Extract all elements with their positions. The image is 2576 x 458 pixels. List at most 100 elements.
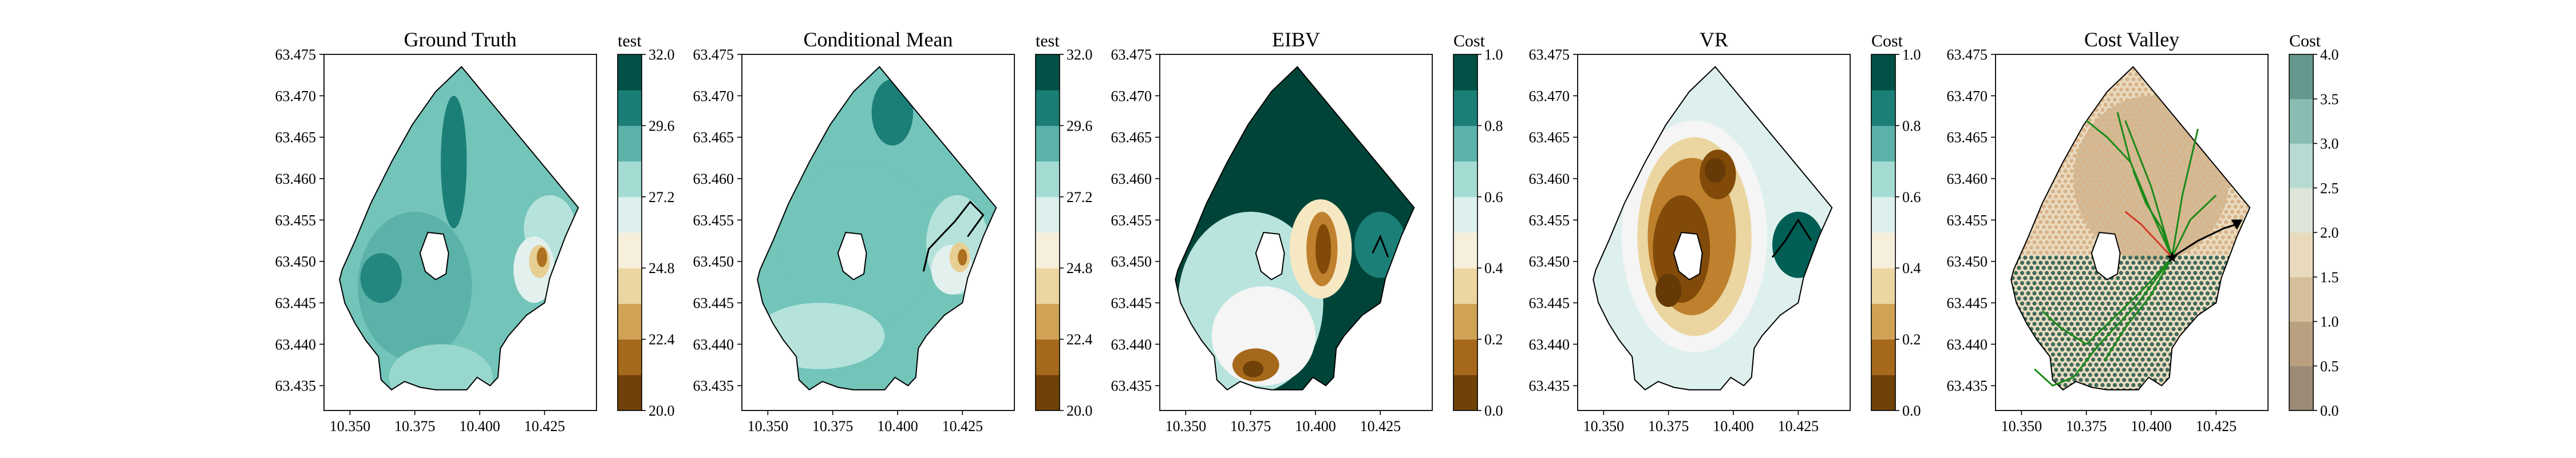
waypoint-dot	[2218, 352, 2222, 357]
waypoint-dot	[2239, 184, 2244, 189]
waypoint-dot	[2134, 286, 2139, 291]
waypoint-dot	[2208, 235, 2213, 240]
waypoint-dot	[2255, 302, 2259, 306]
waypoint-dot	[2180, 87, 2185, 92]
waypoint-dot	[2081, 332, 2086, 337]
waypoint-dot	[2023, 204, 2028, 209]
waypoint-dot	[2045, 108, 2049, 112]
waypoint-dot	[2125, 332, 2129, 337]
waypoint-dot	[2215, 327, 2219, 331]
waypoint-dot	[2011, 92, 2015, 97]
waypoint-dot	[2060, 123, 2065, 128]
waypoint-dot	[2208, 296, 2213, 301]
waypoint-dot	[2057, 342, 2061, 347]
waypoint-dot	[2233, 153, 2238, 158]
waypoint-dot	[2199, 97, 2204, 102]
waypoint-dot	[2187, 118, 2191, 123]
waypoint-dot	[2230, 199, 2235, 204]
waypoint-dot	[2180, 67, 2185, 72]
waypoint-dot	[2230, 77, 2235, 82]
waypoint-dot	[2029, 133, 2034, 138]
waypoint-dot	[2224, 97, 2229, 102]
waypoint-dot	[2249, 118, 2250, 123]
waypoint-dot	[2079, 286, 2083, 291]
waypoint-dot	[2227, 306, 2231, 311]
waypoint-dot	[2085, 133, 2089, 138]
waypoint-dot	[2221, 388, 2225, 390]
waypoint-dot	[2011, 87, 2012, 92]
waypoint-dot	[2168, 301, 2173, 306]
waypoint-dot	[2005, 307, 2009, 311]
waypoint-dot	[2048, 194, 2052, 199]
waypoint-dot	[2270, 378, 2274, 382]
waypoint-dot	[2196, 286, 2200, 291]
x-tick-label: 10.400	[459, 418, 500, 435]
colorbar-tick-label: 0.0	[1484, 402, 1503, 419]
waypoint-dot	[2020, 393, 2024, 397]
waypoint-dot	[2116, 184, 2120, 189]
colorbar-band	[1036, 196, 1060, 233]
waypoint-dot	[2187, 148, 2191, 153]
waypoint-dot	[2085, 378, 2089, 382]
y-tick-label: 63.435	[1111, 378, 1152, 394]
waypoint-dot	[2236, 77, 2241, 82]
waypoint-dot	[2014, 332, 2018, 337]
waypoint-dot	[2125, 342, 2129, 347]
waypoint-dot	[2038, 332, 2043, 337]
waypoint-dot	[2140, 133, 2145, 138]
waypoint-dot	[2255, 179, 2259, 183]
waypoint-dot	[2005, 133, 2009, 137]
waypoint-dot	[2100, 383, 2105, 388]
waypoint-dot	[2208, 184, 2213, 189]
waypoint-dot	[2156, 128, 2160, 133]
waypoint-dot	[2211, 108, 2216, 112]
waypoint-dot	[2215, 72, 2219, 77]
waypoint-dot	[2050, 220, 2055, 224]
waypoint-dot	[2128, 327, 2132, 331]
waypoint-dot	[2218, 342, 2222, 347]
waypoint-dot	[2011, 62, 2015, 66]
waypoint-dot	[2171, 153, 2176, 158]
waypoint-dot	[2150, 240, 2154, 244]
waypoint-dot	[2208, 194, 2213, 199]
waypoint-dot	[2045, 332, 2049, 337]
waypoint-dot	[2140, 62, 2144, 66]
waypoint-dot	[2233, 174, 2238, 179]
waypoint-dot	[2112, 189, 2117, 194]
waypoint-dot	[2045, 199, 2049, 204]
waypoint-dot	[2026, 77, 2030, 82]
waypoint-dot	[2045, 404, 2049, 408]
waypoint-dot	[2128, 266, 2132, 270]
waypoint-dot	[2270, 297, 2274, 301]
waypoint-dot	[2193, 250, 2198, 255]
waypoint-dot	[2085, 388, 2089, 390]
waypoint-dot	[2261, 404, 2265, 408]
waypoint-dot	[2076, 67, 2080, 72]
waypoint-dot	[2072, 82, 2077, 87]
waypoint-dot	[2038, 220, 2043, 224]
waypoint-dot	[2138, 352, 2142, 357]
trajectory-path-9	[2085, 120, 2131, 163]
waypoint-dot	[2091, 174, 2096, 179]
waypoint-dot	[2035, 204, 2040, 209]
waypoint-dot	[2270, 113, 2274, 117]
waypoint-dot	[2171, 204, 2176, 209]
x-tick-label: 10.350	[748, 418, 789, 435]
axes-frame	[1577, 54, 1851, 411]
waypoint-dot	[2215, 215, 2219, 219]
waypoint-dot	[2054, 245, 2059, 250]
waypoint-dot	[2156, 230, 2160, 235]
waypoint-dot	[2048, 92, 2052, 97]
waypoint-dot	[2119, 373, 2123, 377]
contour-field	[1175, 66, 1415, 390]
waypoint-dot	[2029, 368, 2034, 372]
waypoint-dot	[2252, 164, 2256, 168]
waypoint-dot	[2242, 373, 2247, 377]
waypoint-dot	[2255, 57, 2259, 61]
waypoint-dot	[2165, 347, 2170, 352]
waypoint-dot	[2014, 57, 2018, 61]
waypoint-dot	[2221, 398, 2225, 402]
waypoint-dot	[2212, 393, 2216, 397]
waypoint-dot	[2205, 342, 2210, 347]
waypoint-dot	[2242, 291, 2247, 295]
